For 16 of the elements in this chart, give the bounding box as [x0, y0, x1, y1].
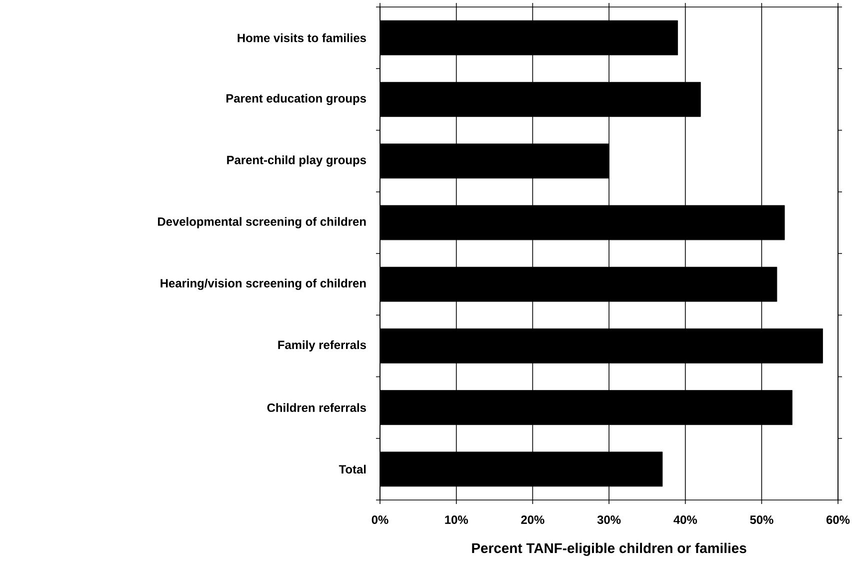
x-tick-label: 30%: [597, 516, 621, 524]
y-tick-label: Family referrals: [278, 340, 366, 352]
y-tick-label: Developmental screening of children: [158, 217, 366, 228]
x-tick-label: 40%: [674, 516, 697, 524]
x-axis-title: Percent TANF-eligible children or families: [472, 542, 746, 556]
y-tick-label: Parent-child play groups: [227, 155, 366, 167]
y-tick-label: Parent education groups: [226, 94, 366, 106]
y-tick-label: Total: [338, 464, 366, 474]
y-tick-label: Home visits to families: [238, 33, 366, 42]
y-tick-label: Hearing/vision screening of children: [160, 278, 366, 290]
x-tick-label: 50%: [750, 516, 774, 524]
y-tick-label: Children referrals: [267, 403, 366, 412]
x-tick-label: 0%: [372, 516, 388, 524]
x-tick-label: 60%: [826, 516, 850, 524]
x-tick-label: 20%: [521, 516, 544, 524]
x-tick-label: 10%: [445, 516, 468, 524]
